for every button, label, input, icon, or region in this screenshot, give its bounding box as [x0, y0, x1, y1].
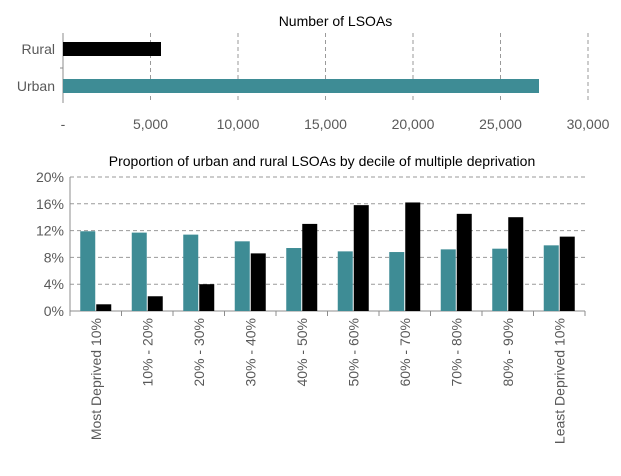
- chart2-category-label: 60% - 70%: [397, 318, 413, 386]
- chart2-title: Proportion of urban and rural LSOAs by d…: [109, 153, 535, 169]
- chart1-bar-urban: [63, 79, 539, 93]
- chart2-bar-rural: [199, 284, 215, 311]
- chart1-category-label: Rural: [22, 41, 55, 57]
- chart2-bar-rural: [508, 217, 524, 311]
- chart2-bar-rural: [456, 213, 472, 311]
- chart2-bar-urban: [131, 232, 147, 311]
- chart2-bar-urban: [492, 248, 508, 311]
- chart2-category-label: Most Deprived 10%: [88, 318, 104, 440]
- chart2-bar-urban: [80, 231, 96, 311]
- chart2-category-label: Least Deprived 10%: [551, 318, 567, 444]
- chart2-bar-rural: [250, 253, 266, 311]
- chart2-category-label: 40% - 50%: [294, 318, 310, 386]
- chart1-x-tick-label: 20,000: [392, 116, 435, 132]
- chart2-bar-urban: [234, 241, 250, 311]
- chart2-bar-urban: [440, 249, 456, 311]
- chart2-y-tick-label: 20%: [36, 169, 64, 185]
- chart2-bar-rural: [405, 202, 421, 311]
- chart1-x-tick-label: 30,000: [567, 116, 610, 132]
- chart1-category-label: Urban: [17, 78, 55, 94]
- chart2-bar-urban: [183, 234, 199, 311]
- chart2-category-label: 70% - 80%: [448, 318, 464, 386]
- chart2-category-label: 50% - 60%: [345, 318, 361, 386]
- chart1-x-tick-label: -: [61, 116, 66, 132]
- chart2-bar-rural: [147, 296, 163, 311]
- chart1-x-tick-label: 25,000: [479, 116, 522, 132]
- chart2-bar-rural: [96, 304, 112, 311]
- chart2-y-tick-label: 8%: [44, 249, 64, 265]
- chart2-y-tick-label: 4%: [44, 276, 64, 292]
- chart2-category-label: 20% - 30%: [191, 318, 207, 386]
- chart2-category-label: 10% - 20%: [139, 318, 155, 386]
- chart2-category-label: 30% - 40%: [242, 318, 258, 386]
- chart2-bar-urban: [337, 251, 353, 311]
- chart1-x-tick-label: 10,000: [217, 116, 260, 132]
- chart1-x-tick-label: 15,000: [304, 116, 347, 132]
- chart2-y-tick-label: 0%: [44, 303, 64, 319]
- chart2-y-tick-label: 16%: [36, 196, 64, 212]
- chart1-x-tick-label: 5,000: [133, 116, 168, 132]
- chart1-title: Number of LSOAs: [279, 13, 393, 29]
- chart2-bar-rural: [302, 223, 318, 311]
- chart2-y-tick-label: 12%: [36, 223, 64, 239]
- chart2-bar-urban: [286, 248, 302, 311]
- chart1-bar-rural: [63, 42, 161, 56]
- chart2-bar-rural: [353, 205, 369, 311]
- chart2-bar-urban: [389, 252, 405, 311]
- chart2-bar-urban: [543, 245, 559, 311]
- chart2-bar-rural: [559, 236, 575, 311]
- chart2-category-label: 80% - 90%: [500, 318, 516, 386]
